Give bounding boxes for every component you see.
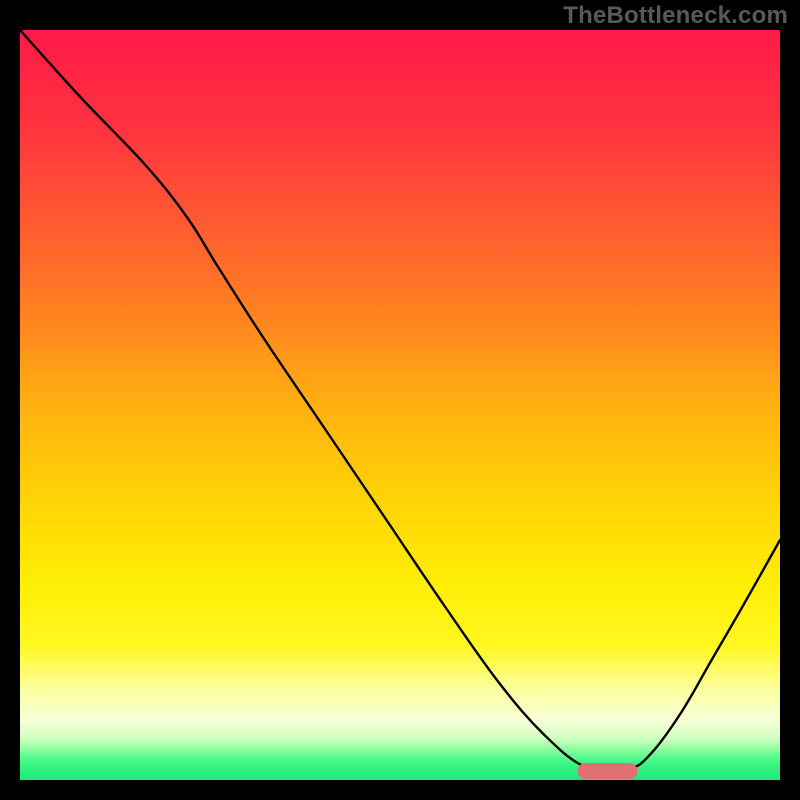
optimum-marker [577,763,637,779]
watermark-text: TheBottleneck.com [563,2,788,30]
chart-container: TheBottleneck.com [0,0,800,800]
bottleneck-curve-chart [0,0,800,800]
plot-background [20,30,780,780]
